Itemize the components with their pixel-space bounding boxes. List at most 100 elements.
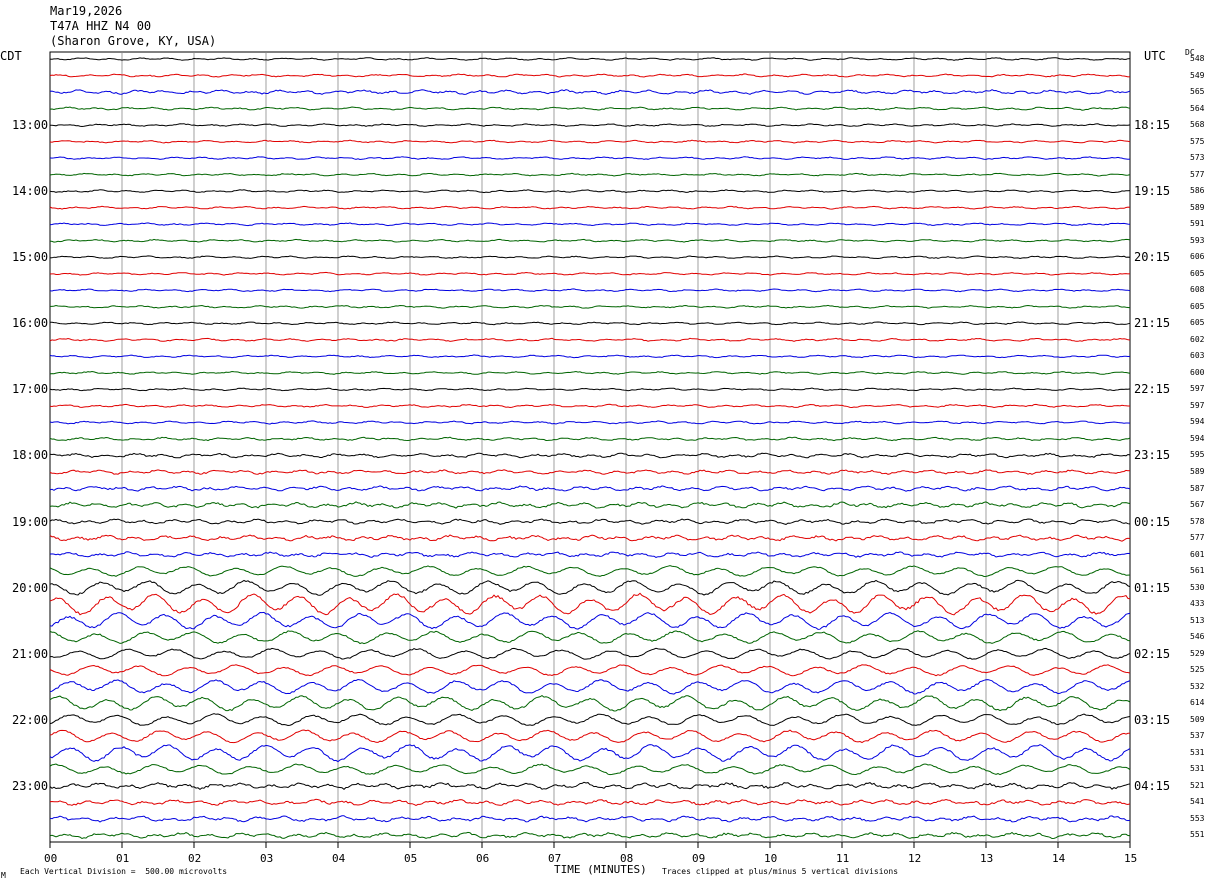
seismic-trace — [49, 744, 1131, 763]
grid-lines — [49, 51, 1131, 848]
seismic-trace — [49, 288, 1131, 293]
seismic-trace — [49, 420, 1131, 425]
dc-offset-label: 561 — [1190, 566, 1205, 576]
dc-offset-label: 601 — [1190, 549, 1205, 559]
x-tick-label: 08 — [620, 852, 634, 865]
dc-offset-label: 578 — [1190, 516, 1205, 526]
right-hour-label: 01:15 — [1134, 580, 1171, 595]
x-axis-label: TIME (MINUTES) — [554, 863, 647, 876]
x-tick-label: 12 — [908, 852, 922, 865]
left-hour-label: 23:00 — [12, 778, 49, 793]
dc-offset-label: 548 — [1190, 54, 1205, 63]
right-hour-label: 02:15 — [1134, 646, 1171, 661]
dc-offset-label: 606 — [1190, 252, 1205, 262]
x-tick-label: 13 — [980, 852, 994, 865]
seismic-trace — [49, 354, 1131, 359]
right-hour-label: 21:15 — [1134, 316, 1171, 331]
x-tick-label: 14 — [1052, 852, 1066, 865]
dc-offset-label: 549 — [1190, 70, 1205, 80]
dc-offset-label: 537 — [1190, 731, 1205, 741]
dc-offset-label: 603 — [1190, 351, 1205, 361]
right-hour-label: 00:15 — [1134, 514, 1171, 529]
right-hour-label: 22:15 — [1134, 382, 1171, 397]
seismic-trace — [49, 763, 1131, 776]
seismic-trace — [49, 694, 1131, 712]
dc-offset-label: 531 — [1190, 747, 1205, 757]
seismic-trace — [49, 89, 1131, 95]
right-hour-label: 04:15 — [1134, 778, 1171, 793]
dc-offset-label: 509 — [1190, 714, 1205, 724]
dc-offset-label: 594 — [1190, 433, 1205, 443]
dc-offset-label: 605 — [1190, 318, 1205, 328]
seismic-trace — [49, 156, 1131, 161]
dc-offset-label: 594 — [1190, 417, 1205, 427]
left-hour-label: 20:00 — [12, 580, 49, 595]
utc-axis-title: UTC — [1144, 49, 1166, 63]
dc-offset-label: 530 — [1190, 582, 1205, 592]
seismic-trace — [49, 469, 1131, 475]
right-hour-label: 03:15 — [1134, 712, 1171, 727]
scale-note: Each Vertical Division = 500.00 microvol… — [20, 867, 228, 876]
dc-offset-label: 541 — [1190, 797, 1205, 807]
plot-frame — [49, 51, 1131, 843]
dc-offset-label: 521 — [1190, 780, 1205, 790]
right-hour-label: 19:15 — [1134, 184, 1171, 199]
dc-offset-label: 573 — [1190, 153, 1205, 163]
x-tick-label: 06 — [476, 852, 490, 865]
seismic-trace — [49, 139, 1131, 144]
seismic-trace — [49, 678, 1131, 695]
dc-offset-label: 575 — [1190, 136, 1205, 146]
seismic-trace — [49, 271, 1131, 276]
dc-offset-label: 587 — [1190, 483, 1205, 493]
left-hour-label: 18:00 — [12, 448, 49, 463]
seismic-trace — [49, 222, 1131, 227]
seismic-trace — [49, 485, 1131, 492]
dc-offset-label: 591 — [1190, 219, 1205, 229]
dc-offset-label: 593 — [1190, 235, 1205, 245]
seismic-trace — [49, 501, 1131, 509]
seismic-trace — [49, 831, 1131, 840]
seismic-trace — [49, 630, 1131, 645]
x-tick-label: 15 — [1124, 852, 1138, 865]
seismic-trace — [49, 518, 1131, 525]
dc-offset-label: 568 — [1190, 120, 1205, 130]
dc-offset-label: 597 — [1190, 400, 1205, 410]
x-tick-label: 11 — [836, 852, 850, 865]
seismic-trace — [49, 205, 1131, 210]
dc-offset-label: 551 — [1190, 830, 1205, 840]
x-tick-label: 02 — [188, 852, 202, 865]
seismic-trace — [49, 798, 1131, 806]
dc-offset-label: 605 — [1190, 301, 1205, 311]
right-hour-label: 23:15 — [1134, 448, 1171, 463]
dc-offset-label: 531 — [1190, 764, 1205, 774]
x-tick-label: 03 — [260, 852, 274, 865]
date-label: Mar19,2026 — [50, 4, 123, 18]
x-tick-label: 05 — [404, 852, 418, 865]
seismic-trace — [49, 172, 1131, 177]
dc-title: DC — [1185, 48, 1195, 57]
x-tick-label: 01 — [116, 852, 130, 865]
seismic-trace — [49, 565, 1131, 578]
seismic-trace — [50, 304, 1131, 309]
seismic-trace — [49, 436, 1131, 442]
x-tick-label: 00 — [44, 852, 58, 865]
seismic-trace — [49, 647, 1131, 660]
dc-offset-label: 525 — [1190, 665, 1205, 675]
seismic-trace — [49, 387, 1131, 392]
station-label: T47A HHZ N4 00 — [50, 19, 152, 33]
trace-group — [49, 57, 1131, 840]
dc-offset-label: 600 — [1190, 367, 1205, 377]
dc-offset-label: 614 — [1190, 698, 1205, 708]
dc-offset-label: 532 — [1190, 681, 1205, 691]
left-hour-label: 14:00 — [12, 184, 49, 199]
seismic-trace — [49, 73, 1131, 78]
location-label: (Sharon Grove, KY, USA) — [50, 34, 217, 48]
cdt-axis-title: CDT — [0, 49, 22, 63]
corner-mark: M — [1, 871, 6, 880]
seismic-trace — [49, 592, 1131, 616]
x-tick-label: 09 — [692, 852, 706, 865]
dc-offset-label: 433 — [1190, 599, 1205, 609]
dc-offset-label: 589 — [1190, 467, 1205, 476]
dc-offset-label: 577 — [1190, 533, 1205, 543]
